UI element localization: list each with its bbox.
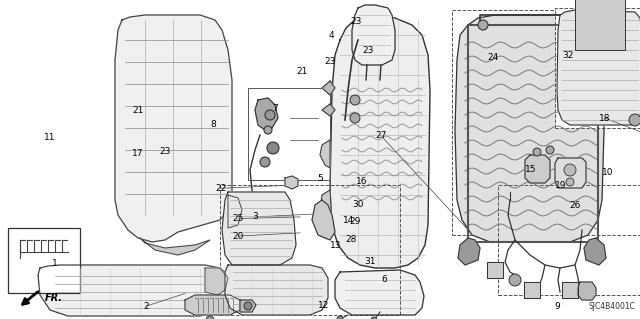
Text: 25: 25 (232, 214, 244, 223)
Polygon shape (225, 265, 328, 315)
Text: 9: 9 (554, 302, 559, 311)
Circle shape (629, 114, 640, 126)
Text: 13: 13 (330, 241, 342, 250)
Polygon shape (455, 15, 604, 242)
Text: 11: 11 (44, 133, 56, 142)
Text: 7: 7 (273, 104, 278, 113)
Text: 12: 12 (318, 301, 330, 310)
Polygon shape (525, 155, 550, 183)
Text: 29: 29 (349, 217, 361, 226)
Polygon shape (140, 238, 210, 255)
Polygon shape (240, 300, 256, 312)
Polygon shape (38, 265, 230, 316)
Polygon shape (320, 140, 330, 168)
Polygon shape (584, 238, 606, 265)
Text: 24: 24 (487, 53, 499, 62)
Circle shape (577, 20, 587, 30)
Text: 27: 27 (375, 131, 387, 140)
Polygon shape (205, 268, 228, 295)
Text: SJC4B4001C: SJC4B4001C (588, 302, 635, 311)
Polygon shape (524, 282, 540, 298)
Circle shape (478, 20, 488, 30)
Text: 14: 14 (343, 216, 355, 225)
Text: 8: 8 (211, 120, 216, 129)
Polygon shape (255, 98, 278, 130)
Text: 28: 28 (345, 235, 356, 244)
Text: 30: 30 (353, 200, 364, 209)
Circle shape (260, 157, 270, 167)
Polygon shape (312, 200, 335, 240)
Circle shape (371, 317, 377, 319)
Text: 2: 2 (143, 302, 148, 311)
Polygon shape (115, 15, 232, 242)
Polygon shape (352, 5, 395, 65)
Circle shape (265, 110, 275, 120)
Bar (8, 228, 80, 293)
Text: 19: 19 (555, 181, 566, 189)
Text: 4: 4 (329, 31, 334, 40)
Polygon shape (285, 176, 298, 189)
Text: 23: 23 (159, 147, 171, 156)
Text: 6: 6 (381, 275, 387, 284)
Polygon shape (557, 10, 640, 125)
Circle shape (337, 316, 343, 319)
Polygon shape (322, 81, 335, 95)
Polygon shape (578, 282, 596, 300)
Text: 23: 23 (324, 57, 335, 66)
Text: 21: 21 (132, 106, 143, 115)
Bar (575, 0, 625, 50)
Text: 31: 31 (364, 257, 376, 266)
Text: 1: 1 (52, 259, 57, 268)
Polygon shape (320, 190, 332, 235)
Polygon shape (335, 270, 424, 315)
Circle shape (244, 302, 252, 310)
Text: 16: 16 (356, 177, 367, 186)
Circle shape (267, 142, 279, 154)
Circle shape (533, 148, 541, 156)
Polygon shape (562, 282, 578, 298)
Polygon shape (458, 238, 480, 265)
Text: 17: 17 (132, 149, 143, 158)
Circle shape (509, 274, 521, 286)
Text: 21: 21 (296, 67, 308, 76)
Text: 5: 5 (317, 174, 323, 183)
Bar (248, 88, 330, 180)
Text: 23: 23 (350, 17, 362, 26)
Text: 26: 26 (569, 201, 580, 210)
Circle shape (350, 95, 360, 105)
Polygon shape (330, 15, 430, 268)
Circle shape (264, 126, 272, 134)
Circle shape (350, 113, 360, 123)
Circle shape (546, 146, 554, 154)
Text: 22: 22 (215, 184, 227, 193)
Polygon shape (222, 192, 296, 265)
Polygon shape (228, 195, 242, 228)
Text: FR.: FR. (45, 293, 63, 303)
Circle shape (206, 316, 214, 319)
Polygon shape (185, 295, 240, 315)
Bar (220, 185, 400, 315)
Text: 3: 3 (252, 212, 257, 221)
Circle shape (564, 164, 576, 176)
Text: 15: 15 (525, 165, 537, 174)
Bar (555, 8, 640, 128)
Polygon shape (322, 104, 335, 116)
Bar (452, 10, 640, 235)
Text: 32: 32 (562, 51, 573, 60)
Text: 10: 10 (602, 168, 614, 177)
Text: 23: 23 (362, 46, 374, 55)
Polygon shape (487, 262, 503, 278)
Polygon shape (555, 158, 586, 188)
Text: 20: 20 (232, 232, 244, 241)
Circle shape (566, 178, 574, 186)
Text: 18: 18 (599, 114, 611, 122)
Bar (498, 185, 640, 295)
